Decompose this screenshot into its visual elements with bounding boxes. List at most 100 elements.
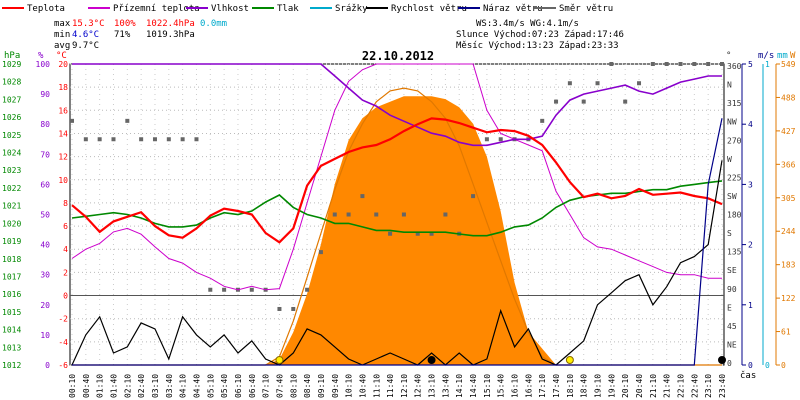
direction-tick-label: NW	[727, 118, 737, 127]
pressure-tick-label: 1014	[2, 326, 21, 335]
temperature-tick-label: 18	[58, 83, 68, 92]
x-tick-label: 10:10	[345, 374, 354, 398]
x-axis: čas 00:10 00:40 01:10 01:40 02:10 02:40 03:10 0…	[68, 370, 756, 398]
wind-direction-point	[318, 250, 323, 255]
wind-direction-point	[664, 62, 669, 66]
wind-direction-point	[692, 62, 697, 66]
x-tick-label: 19:10	[594, 374, 603, 398]
left-axes: 1029102810271026102510241023102210211020…	[2, 60, 68, 370]
direction-tick-label: 270	[727, 136, 742, 145]
legend-label-4: Srážky	[335, 4, 368, 14]
x-tick-label: 01:40	[109, 374, 118, 398]
x-tick-label: 21:40	[663, 374, 672, 398]
pressure-tick-label: 1019	[2, 237, 21, 246]
temperature-tick-label: 2	[63, 268, 68, 277]
ground-temperature-line	[71, 63, 722, 291]
temperature-tick-label: 8	[63, 199, 68, 208]
wind-direction-point	[581, 99, 586, 104]
direction-unit: °	[726, 51, 731, 61]
wind-direction-point	[332, 212, 337, 217]
solar-tick-label: 488	[781, 93, 796, 102]
pressure-tick-label: 1029	[2, 60, 21, 69]
wind-direction-point	[346, 212, 351, 217]
wind-direction-point	[637, 81, 642, 86]
solar-tick-label: 366	[781, 160, 796, 169]
wind-direction-point	[374, 212, 379, 217]
x-tick-label: 05:10	[206, 374, 215, 398]
wind-direction-point	[401, 212, 406, 217]
pressure-tick-label: 1023	[2, 166, 21, 175]
right-axes: 360 N 315 NW 270 W 225 SW 180 S 135 SE 90 E 45 NE 0 5 4 3 2 1…	[727, 60, 796, 370]
x-tick-label: 08:40	[303, 374, 312, 398]
sun-info: Slunce Východ:07:23 Západ:17:46	[456, 30, 624, 40]
wind-direction-point	[180, 137, 185, 142]
wind-direction-point	[277, 306, 282, 311]
direction-tick-label: NE	[727, 340, 737, 349]
x-tick-label: 18:10	[566, 374, 575, 398]
pressure-tick-label: 1013	[2, 343, 21, 352]
wind-direction-point	[166, 137, 171, 142]
humidity-tick-label: 80	[40, 120, 50, 129]
pressure-tick-label: 1021	[2, 202, 21, 211]
wind-direction-point	[305, 287, 310, 292]
x-tick-label: 05:40	[220, 374, 229, 398]
stats-max-hum: 100%	[114, 19, 136, 29]
stats-min-press: 1019.3hPa	[146, 30, 195, 40]
x-tick-label: 14:10	[455, 374, 464, 398]
wind-tick-label: 4	[748, 120, 753, 129]
solar-tick-label: 0	[781, 361, 786, 370]
x-tick-label: 21:10	[649, 374, 658, 398]
humidity-tick-label: 100	[36, 60, 51, 69]
x-tick-label: 20:40	[635, 374, 644, 398]
wind-direction-point	[443, 212, 448, 217]
humidity-tick-label: 20	[40, 301, 50, 310]
pressure-tick-label: 1022	[2, 184, 21, 193]
x-tick-label: 13:10	[428, 374, 437, 398]
x-tick-label: 17:10	[538, 374, 547, 398]
direction-tick-label: 180	[727, 211, 742, 220]
wind-tick-label: 5	[748, 60, 753, 69]
x-tick-label: 12:40	[414, 374, 423, 398]
humidity-tick-label: 90	[40, 90, 50, 99]
stats-min-label: min	[54, 30, 70, 40]
wind-direction-point	[70, 118, 74, 123]
wind-direction-point	[111, 137, 116, 142]
x-tick-label: 12:10	[400, 374, 409, 398]
wind-tick-label: 0	[748, 361, 753, 370]
x-tick-label: 01:10	[96, 374, 105, 398]
pressure-tick-label: 1028	[2, 78, 21, 87]
stats-max-temp: 15.3°C	[72, 19, 105, 29]
direction-tick-label: W	[727, 155, 732, 164]
wind-direction-point	[194, 137, 199, 142]
chart-title: 22.10.2012	[362, 49, 434, 63]
x-tick-label: 15:40	[497, 374, 506, 398]
solar-tick-label: 183	[781, 261, 796, 270]
pressure-tick-label: 1012	[2, 361, 21, 370]
wind-direction-point	[152, 137, 157, 142]
solar-tick-label: 122	[781, 294, 796, 303]
humidity-line	[72, 63, 722, 147]
x-tick-label: 04:10	[179, 374, 188, 398]
pressure-tick-label: 1018	[2, 255, 21, 264]
pressure-tick-label: 1020	[2, 219, 21, 228]
temperature-tick-label: 20	[58, 60, 68, 69]
wind-direction-point	[554, 99, 559, 104]
x-tick-label: 07:40	[275, 374, 284, 398]
direction-tick-label: 90	[727, 285, 737, 294]
moon-info: Měsíc Východ:13:23 Západ:23:33	[456, 41, 619, 51]
legend-label-6: Náraz větru	[483, 4, 543, 14]
wind-direction-point	[498, 137, 503, 142]
wind-direction-point	[291, 306, 296, 311]
wind-direction-point	[360, 194, 365, 199]
wind-tick-label: 3	[748, 180, 753, 189]
solar-tick-label: 61	[781, 328, 791, 337]
wind-direction-point	[97, 137, 102, 142]
legend-label-0: Teplota	[27, 4, 65, 14]
humidity-tick-label: 60	[40, 180, 50, 189]
x-tick-label: 23:40	[718, 374, 727, 398]
rain-tick-label: 0	[765, 361, 770, 370]
x-tick-label: 13:40	[441, 374, 450, 398]
temperature-tick-label: -4	[58, 338, 68, 347]
x-tick-label: 11:10	[372, 374, 381, 398]
temperature-tick-label: 0	[63, 292, 68, 301]
